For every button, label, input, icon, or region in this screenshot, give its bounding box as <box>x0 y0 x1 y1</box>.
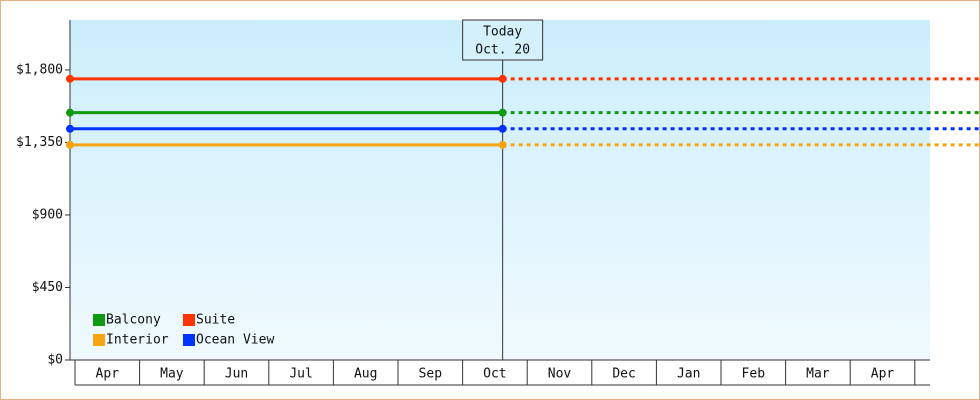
series-point <box>498 108 507 117</box>
today-label: Today <box>483 25 522 40</box>
plot-area <box>70 20 930 360</box>
x-tick-label: Dec <box>612 367 635 382</box>
y-tick-label: $450 <box>32 280 63 295</box>
series-point <box>498 140 507 149</box>
series-point <box>66 140 74 149</box>
legend-label: Suite <box>196 313 235 328</box>
x-tick-label: Apr <box>96 367 120 382</box>
y-tick-label: $1,350 <box>16 135 63 150</box>
x-tick-label: May <box>160 367 184 382</box>
x-tick-label: Jun <box>225 367 248 382</box>
legend-label: Interior <box>106 333 169 348</box>
x-tick-label: Sep <box>419 367 443 382</box>
legend-swatch <box>93 334 105 346</box>
x-tick-label: Apr <box>871 367 895 382</box>
y-tick-label: $900 <box>32 207 63 222</box>
x-tick-label: Jul <box>289 367 312 382</box>
series-point <box>498 124 507 133</box>
series-point <box>66 124 74 133</box>
legend-label: Balcony <box>106 313 161 328</box>
today-date: Oct. 20 <box>475 43 530 58</box>
x-tick-label: Jan <box>677 367 700 382</box>
x-tick-label: Oct <box>483 367 506 382</box>
y-tick-label: $0 <box>47 353 63 368</box>
x-tick-label: Aug <box>354 367 377 382</box>
x-tick-label: Nov <box>548 367 572 382</box>
series-point <box>66 108 74 117</box>
series-point <box>498 74 507 83</box>
legend-label: Ocean View <box>196 333 274 348</box>
legend-swatch <box>183 334 195 346</box>
legend-swatch <box>183 314 195 326</box>
x-tick-label: Mar <box>806 367 830 382</box>
today-box <box>462 19 544 61</box>
x-tick-label: Feb <box>742 367 766 382</box>
legend-swatch <box>93 314 105 326</box>
series-point <box>66 74 74 83</box>
y-tick-label: $1,800 <box>16 62 63 77</box>
